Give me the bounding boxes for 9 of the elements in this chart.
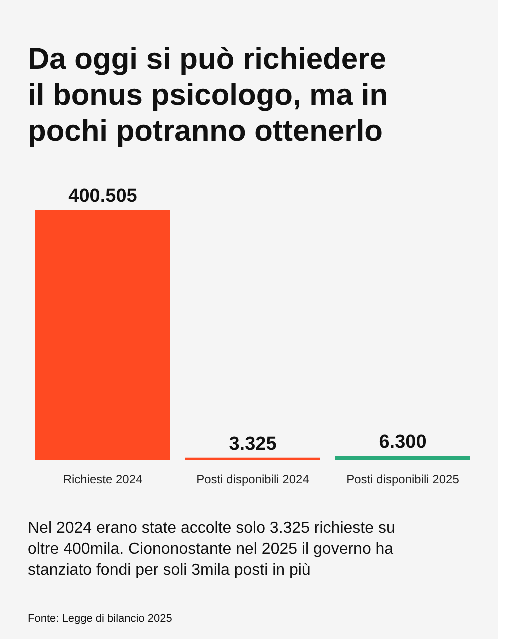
source-note: Fonte: Legge di bilancio 2025 xyxy=(28,613,172,625)
x-tick-label: Posti disponibili 2025 xyxy=(346,472,460,486)
x-tick-label: Posti disponibili 2024 xyxy=(196,472,310,486)
text: Nel 2024 erano state accolte solo 3.325 richieste su oltre 400mila. Ciononostante nel 2025 il governo ha stanziato fondi per soli 3mila posti in più xyxy=(28,520,396,579)
data-label: 6.300 xyxy=(379,432,427,454)
data-label: 400.505 xyxy=(68,186,138,207)
chart-title: Da oggi si può richiedere il bonus psicologo, ma in pochi potranno ottenerlo xyxy=(28,43,388,148)
x-tick-label: Richieste 2024 xyxy=(63,472,144,486)
data-label: 3.325 xyxy=(229,434,278,455)
